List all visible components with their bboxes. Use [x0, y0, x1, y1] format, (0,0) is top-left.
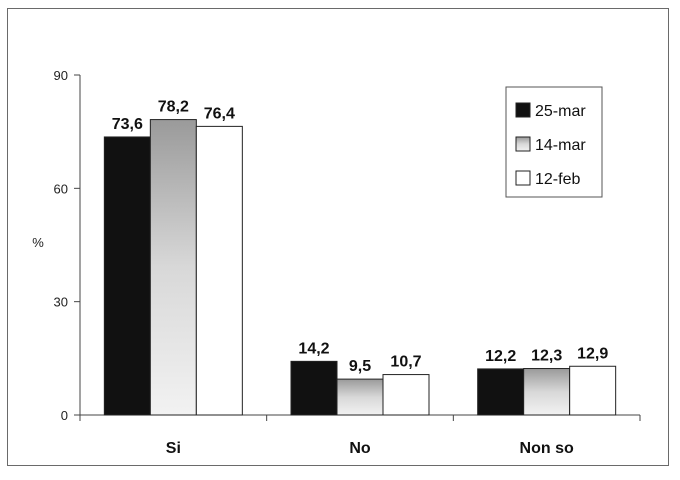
legend-label: 14-mar [535, 137, 586, 154]
data-label: 12,2 [485, 348, 516, 365]
data-label: 14,2 [298, 340, 329, 357]
x-ticks [79, 415, 641, 421]
bar-12-feb-si [195, 125, 243, 416]
y-ticks: 0 30 60 90 [54, 68, 80, 423]
legend-swatch [515, 136, 531, 152]
bar-12-feb-non-so [569, 365, 617, 416]
data-label: 78,2 [158, 99, 189, 116]
category-label: Si [166, 440, 181, 457]
category-label: No [349, 440, 371, 457]
bar-14-mar-non-so [523, 368, 571, 416]
legend: 25-mar 14-mar 12-feb [505, 86, 603, 198]
bar-14-mar-no [336, 378, 384, 416]
y-tick-label: 60 [54, 181, 68, 196]
legend-swatch [515, 170, 531, 186]
data-labels: 73,6 78,2 76,4 14,2 9,5 10,7 12,2 12,3 12,9 [112, 99, 609, 376]
y-tick-label: 0 [61, 408, 68, 423]
legend-label: 25-mar [535, 103, 586, 120]
bar-12-feb-no [382, 374, 430, 416]
category-label: Non so [520, 440, 574, 457]
data-label: 10,7 [390, 354, 421, 371]
data-label: 73,6 [112, 116, 143, 133]
data-label: 12,3 [531, 348, 562, 365]
bar-14-mar-si [149, 119, 197, 416]
legend-label: 12-feb [535, 171, 580, 188]
bar-25-mar-non-so [477, 368, 525, 416]
data-label: 12,9 [577, 345, 608, 362]
data-label: 9,5 [349, 358, 371, 375]
category-labels: Si No Non so [166, 440, 574, 457]
bar-25-mar-no [290, 360, 338, 416]
y-tick-label: 30 [54, 295, 68, 310]
bar-25-mar-si [103, 136, 151, 416]
data-label: 76,4 [204, 105, 235, 122]
y-tick-label: 90 [54, 68, 68, 83]
legend-swatch [515, 102, 531, 118]
bars [103, 119, 617, 416]
y-axis-label: % [32, 235, 44, 250]
